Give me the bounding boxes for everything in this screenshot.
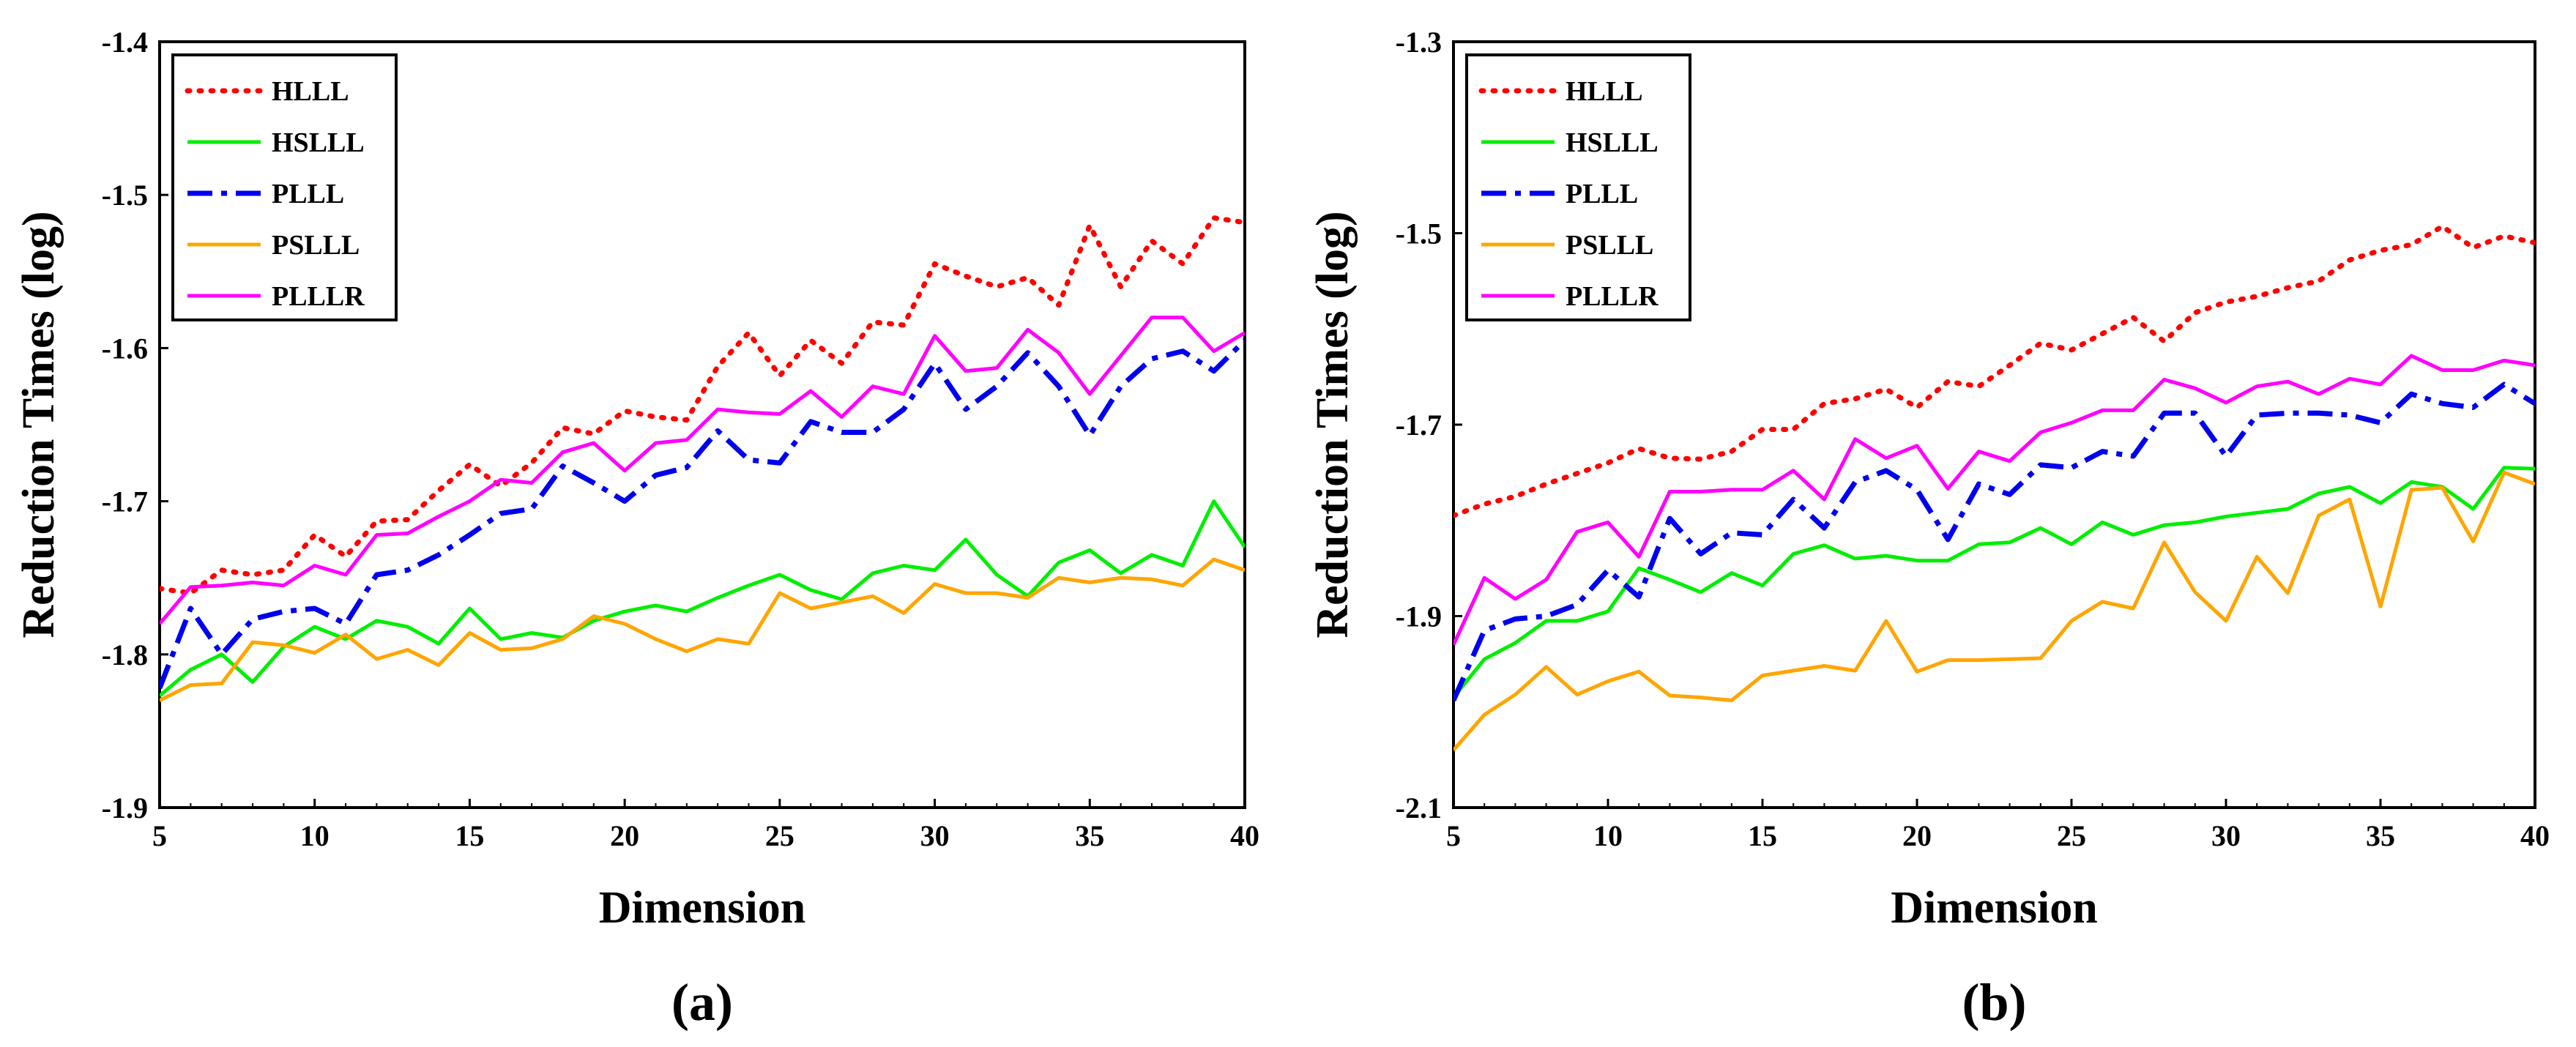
chart-a-y-tick-label: -1.5 (102, 179, 148, 212)
chart-b-legend-label-hlll: HLLL (1566, 76, 1643, 107)
chart-a-y-tick-label: -1.4 (102, 26, 148, 59)
chart-a-x-tick-label: 15 (455, 819, 484, 852)
chart-a-legend-label-plllr: PLLLR (272, 281, 365, 312)
chart-a: 5 10 15 20 25 30 35 40 -1.9 -1.8 -1.7 -1.6 -1.5 -1.4 D… (14, 26, 1259, 1032)
chart-a-legend: HLLL HSLLL PLLL PSLLL PLLLR (171, 53, 398, 321)
chart-a-x-axis-title: Dimension (599, 883, 805, 933)
chart-b-y-tick-label: -2.1 (1396, 791, 1442, 824)
chart-a-x-tick-label: 35 (1075, 819, 1104, 852)
chart-b-legend-label-plll: PLLL (1566, 179, 1638, 209)
chart-b-series-plll (1453, 381, 2535, 702)
chart-b-legend-frame (1465, 53, 1691, 321)
chart-a-legend-label-hlll: HLLL (272, 76, 349, 107)
chart-a-x-tick-label: 40 (1230, 819, 1259, 852)
chart-b: 5 10 15 20 25 30 35 40 -2.1 -1.9 -1.7 -1.5 -1.3 Dimen… (1308, 26, 2550, 1032)
chart-b-series-hlll (1453, 223, 2535, 518)
chart-a-series-plll (160, 338, 1245, 690)
chart-b-x-tick-label: 20 (1902, 819, 1932, 852)
chart-a-panel-label: (a) (671, 973, 733, 1032)
chart-b-x-tick-label: 35 (2366, 819, 2395, 852)
chart-a-series-group (160, 215, 1245, 702)
chart-b-x-tick-label: 15 (1748, 819, 1777, 852)
chart-b-y-tick-label: -1.7 (1396, 409, 1442, 441)
chart-a-legend-label-plll: PLLL (272, 179, 344, 209)
chart-b-y-tick-label: -1.9 (1396, 600, 1442, 633)
chart-a-legend-label-hslll: HSLLL (272, 127, 365, 158)
chart-b-legend-label-plllr: PLLLR (1566, 281, 1659, 312)
chart-b-series-pslll (1453, 470, 2535, 752)
chart-a-series-hslll (160, 499, 1245, 698)
chart-b-x-tick-label: 5 (1446, 819, 1461, 852)
chart-a-x-tick-label: 10 (300, 819, 330, 852)
chart-b-legend: HLLL HSLLL PLLL PSLLL PLLLR (1465, 53, 1691, 321)
chart-b-y-axis-title: Reduction Times (log) (1308, 211, 1358, 638)
chart-b-panel-label: (b) (1962, 973, 2027, 1032)
chart-a-y-tick-label: -1.6 (102, 332, 148, 365)
chart-a-y-tick-label: -1.8 (102, 638, 148, 671)
chart-a-y-axis-title: Reduction Times (log) (14, 211, 64, 638)
chart-b-x-tick-label: 25 (2057, 819, 2086, 852)
chart-b-x-axis-title: Dimension (1891, 883, 2097, 933)
chart-b-x-tick-label: 30 (2211, 819, 2241, 852)
chart-a-series-hlll (160, 215, 1245, 596)
chart-a-series-pslll (160, 557, 1245, 702)
chart-b-series-hslll (1453, 466, 2535, 699)
chart-a-legend-label-pslll: PSLLL (272, 230, 360, 261)
chart-a-y-tick-label: -1.9 (102, 791, 148, 824)
chart-b-x-tick-label: 40 (2520, 819, 2550, 852)
chart-b-y-tick-label: -1.5 (1396, 217, 1442, 250)
chart-b-x-tick-label: 10 (1593, 819, 1623, 852)
chart-a-x-tick-label: 5 (152, 819, 167, 852)
chart-b-legend-label-hslll: HSLLL (1566, 127, 1659, 158)
chart-a-legend-frame (171, 53, 398, 321)
chart-a-plot-frame (158, 40, 1246, 809)
chart-a-x-tick-label: 20 (610, 819, 639, 852)
chart-a-x-tick-label: 25 (765, 819, 794, 852)
chart-b-series-plllr (1453, 354, 2535, 646)
chart-a-y-tick-label: -1.7 (102, 485, 148, 518)
chart-b-legend-label-pslll: PSLLL (1566, 230, 1653, 261)
chart-b-y-tick-label: -1.3 (1396, 26, 1442, 59)
chart-a-x-tick-label: 30 (920, 819, 950, 852)
chart-a-series-plllr (160, 316, 1245, 625)
chart-b-series-group (1453, 223, 2535, 752)
